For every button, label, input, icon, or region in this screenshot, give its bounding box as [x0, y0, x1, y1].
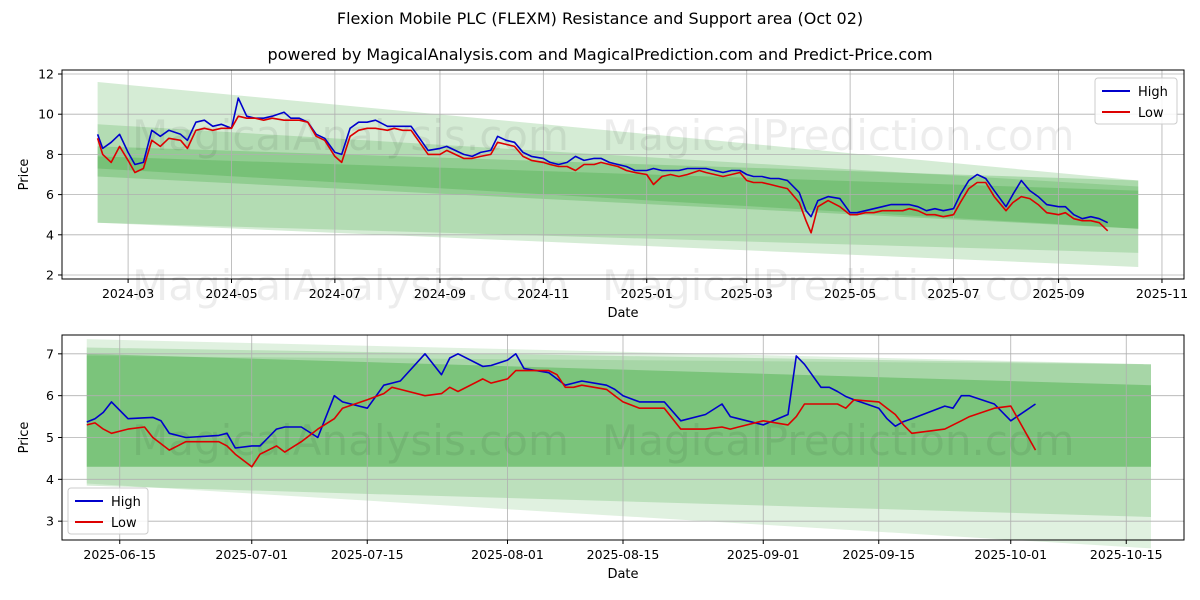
- support-resistance-band: [86, 347, 1151, 517]
- support-resistance-band: [97, 156, 1139, 229]
- y-axis-label: Price: [17, 422, 32, 454]
- chart-title: Flexion Mobile PLC (FLEXM) Resistance an…: [336, 9, 864, 28]
- x-tick-label: 2025-06-15: [83, 547, 156, 562]
- legend: High Low: [67, 487, 149, 535]
- legend-label-high: High: [111, 495, 141, 510]
- support-resistance-band: [97, 124, 1139, 253]
- chart-panel-2: MagicalAnalysis.com MagicalPrediction.com…: [17, 334, 1185, 582]
- x-tick-label: 2024-07: [309, 286, 361, 301]
- x-tick-label: 2024-05: [205, 286, 257, 301]
- legend-label-low: Low: [111, 516, 137, 531]
- series-line-high: [96, 97, 1109, 224]
- y-tick-label: 6: [46, 388, 54, 403]
- x-tick-label: 2025-10-01: [974, 547, 1047, 562]
- legend: High Low: [1094, 77, 1178, 125]
- x-tick-label: 2025-11: [1136, 286, 1188, 301]
- x-tick-label: 2025-10-15: [1090, 547, 1163, 562]
- chart-subtitle: powered by MagicalAnalysis.com and Magic…: [267, 45, 933, 64]
- watermark-text: MagicalAnalysis.com: [132, 261, 569, 310]
- y-tick-label: 3: [46, 514, 54, 529]
- x-tick-label: 2025-01: [621, 286, 673, 301]
- x-tick-label: 2024-11: [517, 286, 569, 301]
- x-tick-label: 2025-08-01: [471, 547, 544, 562]
- series-line-high: [86, 353, 1036, 449]
- x-axis-label: Date: [607, 306, 638, 321]
- support-resistance-band: [86, 355, 1151, 467]
- series-line-low: [96, 115, 1109, 234]
- y-tick-label: 4: [46, 227, 54, 242]
- x-tick-label: 2025-09-15: [842, 547, 915, 562]
- support-resistance-band: [86, 353, 1151, 467]
- legend-label-high: High: [1138, 85, 1168, 100]
- legend-label-low: Low: [1138, 106, 1164, 121]
- watermark-text: MagicalAnalysis.com: [132, 416, 569, 465]
- x-tick-label: 2025-05: [824, 286, 876, 301]
- x-tick-label: 2024-03: [102, 286, 154, 301]
- y-tick-label: 5: [46, 430, 54, 445]
- watermark-text: MagicalPrediction.com: [602, 416, 1075, 465]
- y-axis-label: Price: [17, 159, 32, 191]
- y-tick-label: 4: [46, 472, 54, 487]
- watermark-text: MagicalAnalysis.com: [132, 416, 569, 465]
- support-resistance-band: [97, 82, 1139, 267]
- y-tick-label: 12: [38, 67, 54, 82]
- x-tick-label: 2025-07: [927, 286, 979, 301]
- y-tick-label: 2: [46, 267, 54, 282]
- y-tick-label: 6: [46, 187, 54, 202]
- x-tick-label: 2025-07-01: [215, 547, 288, 562]
- watermark-text: MagicalPrediction.com: [602, 111, 1075, 160]
- x-tick-label: 2024-09: [414, 286, 466, 301]
- watermark-text: MagicalPrediction.com: [602, 261, 1075, 310]
- chart-panel-1: MagicalAnalysis.com MagicalPrediction.com…: [17, 67, 1188, 321]
- series-line-low: [86, 369, 1037, 468]
- x-tick-label: 2025-03: [721, 286, 773, 301]
- y-tick-label: 8: [46, 147, 54, 162]
- y-tick-label: 7: [46, 346, 54, 361]
- watermark-text: MagicalPrediction.com: [602, 416, 1075, 465]
- x-axis-label: Date: [607, 567, 638, 582]
- x-tick-label: 2025-07-15: [331, 547, 404, 562]
- support-resistance-band: [86, 339, 1151, 549]
- x-tick-label: 2025-09: [1032, 286, 1084, 301]
- x-tick-label: 2025-08-15: [587, 547, 660, 562]
- plot-area: [62, 70, 1184, 279]
- y-tick-label: 10: [38, 107, 54, 122]
- x-tick-label: 2025-09-01: [727, 547, 800, 562]
- plot-frame: [61, 69, 1185, 280]
